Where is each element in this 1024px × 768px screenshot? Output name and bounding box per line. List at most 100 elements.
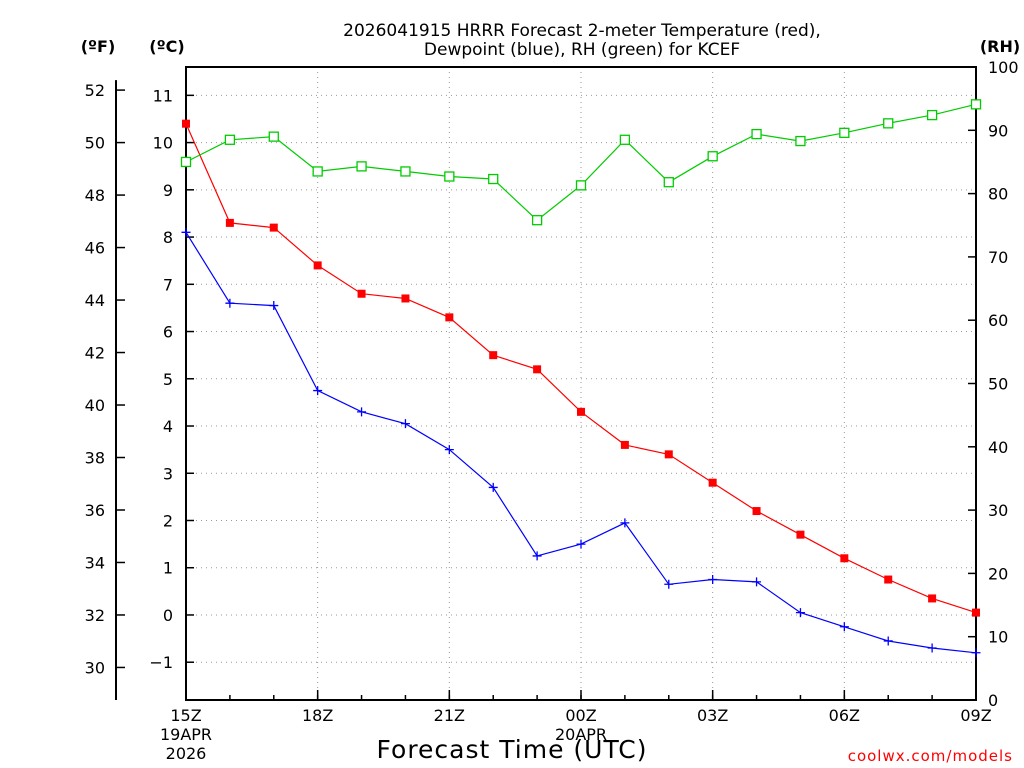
x-tick-label: 09Z (960, 706, 991, 725)
temperature-point (269, 223, 278, 232)
rh-tick-label: 100 (988, 58, 1019, 77)
fahrenheit-tick-label: 52 (85, 81, 105, 100)
dewpoint-point (708, 575, 718, 585)
x-tick-label: 18Z (302, 706, 333, 725)
rh-tick-label: 90 (988, 121, 1008, 140)
axes (115, 66, 977, 701)
rh-point (663, 177, 674, 188)
rh-tick-label: 30 (988, 501, 1008, 520)
temperature-point (752, 507, 761, 516)
rh-point (795, 135, 806, 147)
rh-point (531, 215, 543, 226)
celsius-tick-label: 1 (163, 559, 173, 578)
chart-title-line2: Dewpoint (blue), RH (green) for KCEF (424, 40, 740, 60)
dewpoint-point (488, 482, 498, 492)
rh-point (839, 127, 850, 138)
dewpoint-point (576, 539, 586, 549)
celsius-tick-label: 4 (163, 417, 173, 436)
fahrenheit-tick-label: 38 (85, 449, 105, 468)
temperature-point (620, 440, 629, 449)
rh-tick-label: 20 (988, 564, 1008, 583)
tick-labels: 303234363840424446485052−101234567891011… (85, 58, 1019, 763)
celsius-axis-unit: (ºC) (149, 37, 184, 56)
temperature-point (664, 450, 673, 459)
rh-axis-unit: (RH) (980, 37, 1020, 56)
rh-tick-label: 10 (988, 628, 1008, 647)
temperature-point (445, 313, 454, 322)
celsius-tick-label: 9 (163, 181, 173, 200)
rh-tick-label: 0 (988, 691, 998, 710)
celsius-tick-label: 6 (163, 323, 173, 342)
rh-point (970, 99, 982, 110)
fahrenheit-tick-label: 42 (85, 344, 105, 363)
fahrenheit-tick-label: 30 (85, 658, 105, 677)
rh-tick-label: 70 (988, 248, 1008, 267)
temperature-point (489, 351, 498, 360)
fahrenheit-tick-label: 40 (85, 396, 105, 415)
celsius-tick-label: 8 (163, 228, 173, 247)
temperature-point (708, 478, 717, 487)
fahrenheit-tick-label: 32 (85, 606, 105, 625)
x-tick-label: 06Z (829, 706, 860, 725)
rh-point (883, 118, 894, 129)
dewpoint-point (225, 298, 235, 308)
x-tick-label: 21Z (434, 706, 465, 725)
temperature-point (928, 594, 937, 603)
dewpoint-point (839, 622, 849, 632)
fahrenheit-tick-label: 34 (85, 553, 105, 572)
dewpoint-point (795, 608, 805, 618)
celsius-tick-label: −1 (149, 653, 173, 672)
plot-frame (185, 66, 977, 701)
dewpoint-point (532, 551, 542, 561)
rh-point (400, 166, 411, 177)
fahrenheit-tick-label: 48 (85, 186, 105, 205)
grid-lines (186, 67, 976, 700)
temperature-point (840, 554, 849, 563)
celsius-tick-label: 0 (163, 606, 173, 625)
fahrenheit-tick-label: 44 (85, 291, 105, 310)
dewpoint-point (752, 577, 762, 587)
rh-tick-label: 60 (988, 311, 1008, 330)
rh-tick-label: 40 (988, 438, 1008, 457)
dewpoint-point (269, 301, 279, 311)
rh-point (180, 156, 192, 168)
temperature-point (182, 119, 190, 128)
celsius-tick-label: 2 (163, 511, 173, 530)
rh-point (312, 166, 323, 177)
rh-point (268, 131, 279, 142)
temperature-point (357, 289, 366, 298)
dewpoint-point (357, 407, 367, 417)
x-tick-label: 15Z (170, 706, 201, 725)
rh-tick-label: 50 (988, 375, 1008, 394)
temperature-point (313, 261, 322, 270)
dewpoint-point (400, 419, 410, 429)
dewpoint-point (971, 648, 981, 658)
dewpoint-point (444, 445, 454, 455)
temperature-point (796, 530, 805, 539)
credit-text: coolwx.com/models (848, 747, 1013, 765)
rh-point (575, 180, 587, 191)
x-tick-label: 00Z (565, 706, 596, 725)
celsius-tick-label: 3 (163, 464, 173, 483)
dewpoint-point (313, 386, 323, 396)
x-tick-date-label: 20APR (555, 725, 607, 744)
rh-point (444, 171, 455, 182)
x-tick-date-label: 19APR (160, 725, 212, 744)
rh-point (356, 161, 367, 172)
celsius-tick-label: 7 (163, 275, 173, 294)
celsius-tick-label: 10 (153, 134, 173, 153)
temperature-point (884, 575, 893, 584)
temperature-point (533, 365, 542, 374)
celsius-tick-label: 5 (163, 370, 173, 389)
dewpoint-point (620, 518, 630, 528)
rh-point (619, 134, 631, 145)
rh-point (751, 128, 762, 140)
fahrenheit-tick-label: 46 (85, 239, 105, 258)
fahrenheit-axis-unit: (ºF) (81, 37, 116, 56)
temperature-point (577, 407, 585, 416)
temperature-point (225, 218, 234, 227)
chart-title-line1: 2026041915 HRRR Forecast 2-meter Tempera… (343, 21, 821, 41)
dewpoint-point (927, 643, 937, 653)
x-axis-label: Forecast Time (UTC) (377, 735, 648, 764)
